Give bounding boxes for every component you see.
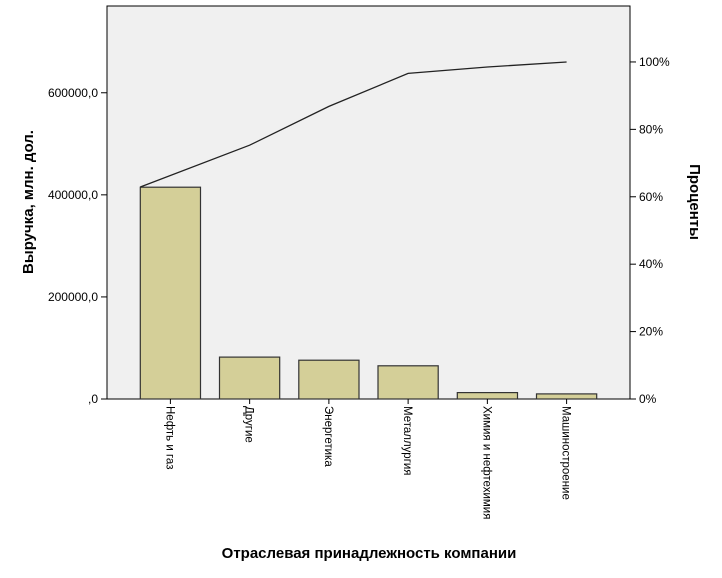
y2-tick-label: 40% — [639, 257, 663, 271]
bars-group — [139, 186, 598, 400]
y2-tick-label: 80% — [639, 122, 663, 136]
bar — [377, 365, 439, 400]
bar — [456, 392, 519, 400]
bar — [535, 393, 598, 400]
cumulative-percent-line — [140, 61, 567, 188]
y-tick-label: 600000,0 — [48, 86, 98, 100]
bar — [298, 359, 360, 400]
y2-tick-label: 60% — [639, 190, 663, 204]
bar — [218, 356, 281, 400]
x-tick-label: Нефть и газ — [163, 406, 175, 469]
y2-tick-label: 20% — [639, 325, 663, 339]
y-tick-label: 400000,0 — [48, 188, 98, 202]
y2-tick-label: 0% — [639, 392, 657, 406]
x-tick-label: Энергетика — [322, 406, 334, 467]
y-axis-right: 0% 20% 40% 60% 80% 100% — [630, 55, 670, 406]
y-tick-label: ,0 — [88, 392, 98, 406]
y-axis-left: ,0 200000,0 400000,0 600000,0 — [48, 86, 107, 406]
y-axis-title: Выручка, млн. дол. — [20, 130, 37, 274]
y2-axis-title: Проценты — [686, 164, 703, 240]
bar — [139, 186, 202, 400]
x-tick-label: Другие — [243, 406, 255, 443]
y-tick-label: 200000,0 — [48, 290, 98, 304]
x-tick-label: Машиностроение — [560, 406, 572, 500]
cumulative-line-group — [140, 61, 567, 188]
x-axis-title: Отраслевая принадлежность компании — [222, 545, 517, 562]
x-tick-label: Химия и нефтехимия — [480, 406, 492, 519]
y2-tick-label: 100% — [639, 55, 670, 69]
x-axis: Нефть и газ Другие Энергетика Металлургия Хи… — [163, 399, 572, 519]
x-tick-label: Металлургия — [401, 406, 413, 476]
